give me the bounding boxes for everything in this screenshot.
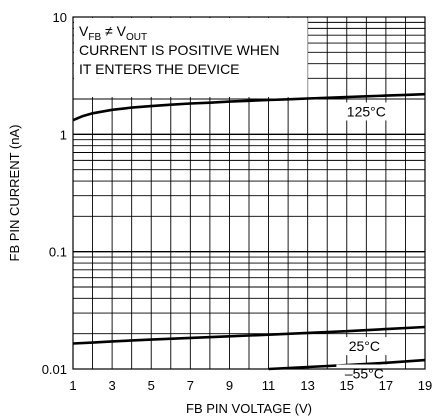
x-axis-label: FB PIN VOLTAGE (V) bbox=[186, 401, 312, 416]
series-label: 125°C bbox=[347, 103, 386, 119]
annotation-line-2: CURRENT IS POSITIVE WHEN bbox=[79, 42, 279, 58]
x-tick-label: 9 bbox=[226, 378, 233, 393]
plot-frame bbox=[72, 16, 426, 370]
x-tick-label: 11 bbox=[262, 378, 276, 393]
x-tick-label: 17 bbox=[379, 378, 393, 393]
series-label-background bbox=[338, 102, 395, 121]
y-axis-label: FB PIN CURRENT (nA) bbox=[7, 125, 22, 262]
x-tick-label: 5 bbox=[148, 378, 155, 393]
series-line-125c bbox=[72, 92, 426, 122]
annotation-line-1: VFB ≠ VOUT bbox=[79, 23, 147, 43]
x-tick-label: 19 bbox=[418, 378, 432, 393]
x-tick-label: 13 bbox=[300, 378, 314, 393]
y-tick-label: 10 bbox=[53, 10, 67, 25]
series-label: 25°C bbox=[349, 338, 380, 354]
annotation-background bbox=[74, 18, 308, 98]
y-tick-labels: 0.01 0.1 1 10 bbox=[42, 10, 67, 377]
annotation-box: VFB ≠ VOUT CURRENT IS POSITIVE WHEN IT E… bbox=[74, 18, 308, 98]
y-tick-label: 0.1 bbox=[49, 245, 67, 260]
y-tick-label: 1 bbox=[60, 127, 67, 142]
y-tick-label: 0.01 bbox=[42, 362, 67, 377]
series-label-background bbox=[336, 337, 393, 356]
x-tick-label: 7 bbox=[187, 378, 194, 393]
series-line-25c bbox=[72, 325, 426, 345]
annotation-line-3: IT ENTERS THE DEVICE bbox=[79, 61, 240, 77]
x-tick-label: 3 bbox=[108, 378, 115, 393]
x-tick-label: 1 bbox=[69, 378, 76, 393]
x-tick-label: 15 bbox=[340, 378, 354, 393]
x-tick-labels: 1 3 5 7 9 11 13 15 17 19 bbox=[69, 378, 432, 393]
